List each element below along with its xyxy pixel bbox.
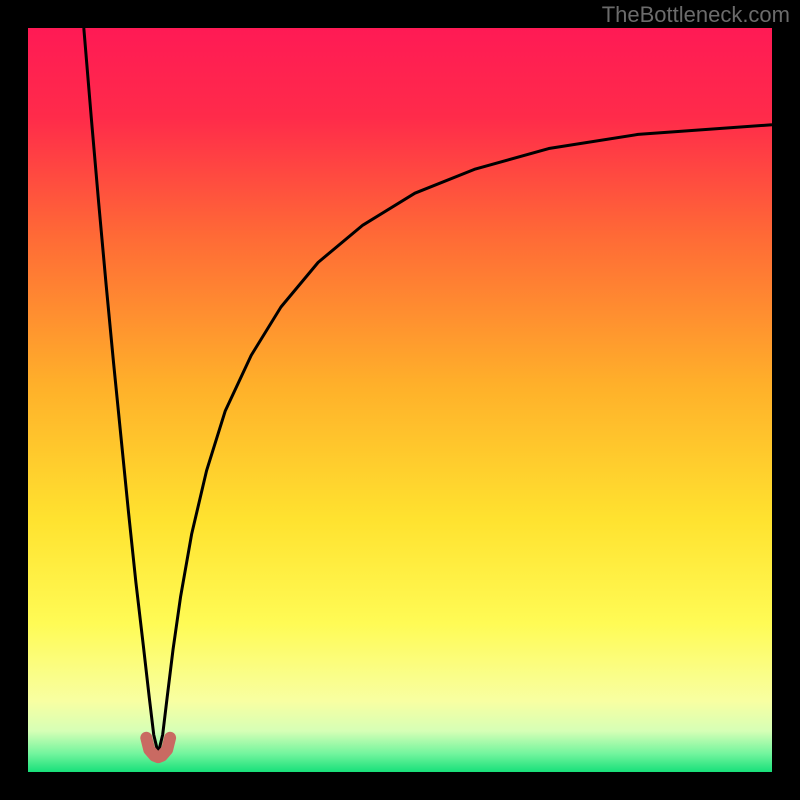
watermark-text: TheBottleneck.com: [602, 2, 790, 28]
plot-background: [28, 28, 772, 772]
bottleneck-curve-chart: [0, 0, 800, 800]
chart-stage: TheBottleneck.com: [0, 0, 800, 800]
